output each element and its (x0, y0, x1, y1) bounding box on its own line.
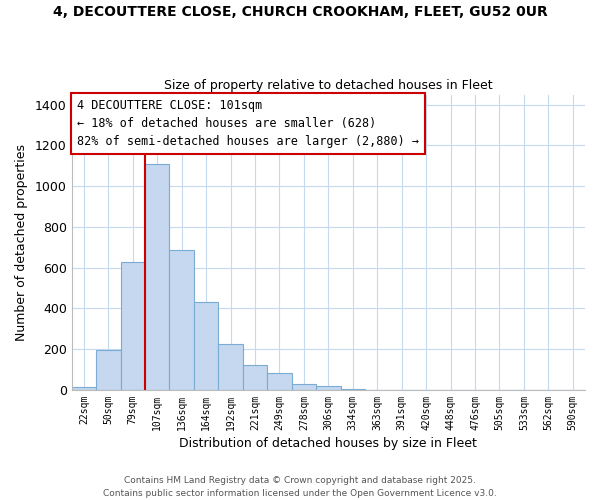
Text: 4, DECOUTTERE CLOSE, CHURCH CROOKHAM, FLEET, GU52 0UR: 4, DECOUTTERE CLOSE, CHURCH CROOKHAM, FL… (53, 5, 547, 19)
Text: Contains HM Land Registry data © Crown copyright and database right 2025.
Contai: Contains HM Land Registry data © Crown c… (103, 476, 497, 498)
Bar (218, 344, 243, 390)
Title: Size of property relative to detached houses in Fleet: Size of property relative to detached ho… (164, 79, 493, 92)
Bar (292, 384, 316, 390)
Bar (316, 386, 341, 390)
Y-axis label: Number of detached properties: Number of detached properties (15, 144, 28, 341)
Bar (169, 250, 194, 390)
Bar (243, 366, 267, 390)
Bar (121, 262, 145, 390)
X-axis label: Distribution of detached houses by size in Fleet: Distribution of detached houses by size … (179, 437, 477, 450)
Bar (71, 387, 96, 390)
Bar (341, 389, 365, 390)
Bar (96, 350, 121, 390)
Text: 4 DECOUTTERE CLOSE: 101sqm
← 18% of detached houses are smaller (628)
82% of sem: 4 DECOUTTERE CLOSE: 101sqm ← 18% of deta… (77, 99, 419, 148)
Bar (194, 302, 218, 390)
Bar (145, 164, 169, 390)
Bar (267, 373, 292, 390)
